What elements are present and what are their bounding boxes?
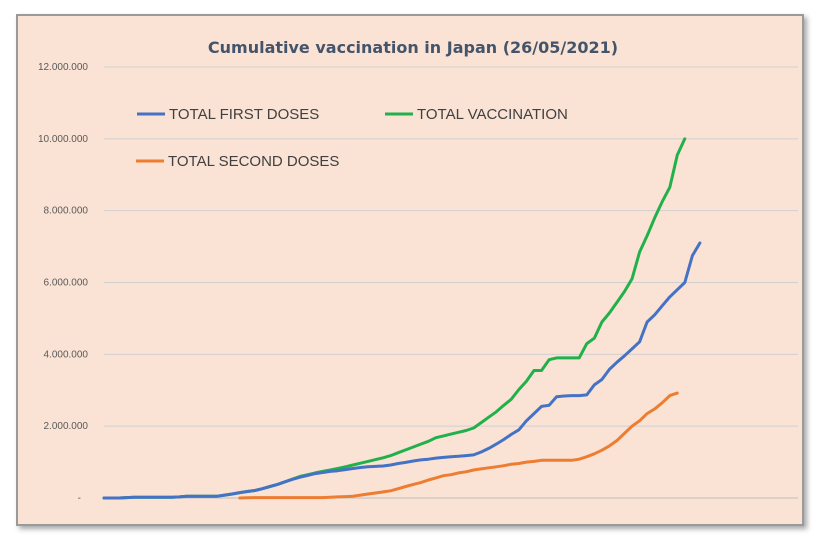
y-tick-label: 6.000.000 [44, 278, 89, 289]
y-tick-label: 12.000.000 [38, 62, 88, 73]
series-line-total-first-doses [102, 241, 702, 500]
chart-frame: Cumulative vaccination in Japan (26/05/2… [16, 14, 804, 526]
series-line-total-vaccination [102, 137, 687, 500]
y-tick-label: 10.000.000 [38, 134, 88, 145]
chart-title: Cumulative vaccination in Japan (26/05/2… [208, 38, 618, 57]
lines-layer [102, 137, 702, 500]
legend-label: TOTAL FIRST DOSES [169, 106, 319, 123]
series-line-total-second-doses [238, 391, 679, 500]
grid-layer [104, 66, 798, 499]
y-tick-label: - [78, 493, 81, 504]
legend-label: TOTAL SECOND DOSES [168, 153, 339, 170]
legend-label: TOTAL VACCINATION [417, 106, 568, 123]
legend: TOTAL FIRST DOSES TOTAL VACCINATION TOTAL … [136, 106, 568, 170]
y-tick-label: 2.000.000 [44, 421, 89, 432]
chart-svg: Cumulative vaccination in Japan (26/05/2… [38, 38, 798, 504]
y-axis-labels: - 2.000.000 4.000.000 6.000.000 8.000.000 10.… [38, 62, 88, 504]
y-tick-label: 4.000.000 [44, 349, 89, 360]
y-tick-label: 8.000.000 [44, 206, 89, 217]
